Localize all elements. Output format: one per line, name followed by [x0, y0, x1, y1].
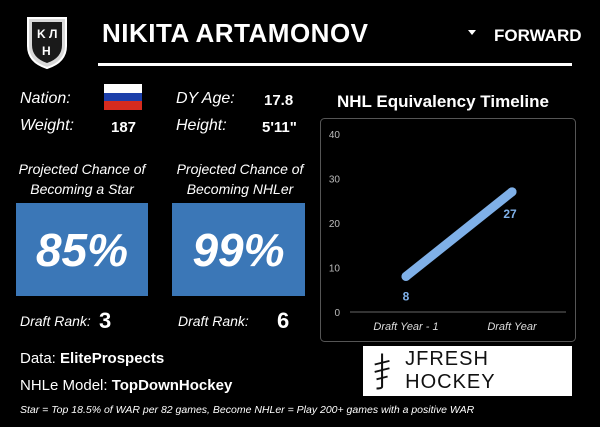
weight-value: 187: [111, 119, 137, 136]
star-rank-label: Draft Rank:: [20, 313, 91, 329]
star-card-title-line1: Projected Chance of: [18, 161, 146, 177]
svg-text:Н: Н: [42, 44, 51, 58]
chart-title: NHL Equivalency Timeline: [337, 92, 549, 111]
y-tick-label: 40: [329, 130, 341, 141]
nation-label: Nation:: [20, 90, 71, 107]
data-source-label: Data:: [20, 350, 61, 367]
flag-stripe-white: [104, 84, 142, 93]
nhle-timeline-chart: 0 10 20 30 40 Draft Year - 1 Draft Year 8 27: [320, 118, 576, 342]
flag-stripe-blue: [104, 92, 142, 102]
chart-frame: [320, 118, 576, 342]
data-label: 8: [403, 289, 410, 303]
russia-flag-icon: [104, 84, 142, 110]
y-tick-label: 0: [334, 308, 340, 319]
svg-text:Л: Л: [49, 27, 57, 41]
y-tick-label: 30: [329, 175, 341, 186]
nhler-rank-value: 6: [277, 308, 290, 333]
y-tick-label: 10: [329, 264, 341, 275]
player-name: NIKITA ARTAMONOV: [102, 18, 369, 48]
series-line: [401, 187, 517, 281]
data-point: [507, 187, 517, 197]
height-label: Height:: [176, 117, 227, 134]
nhle-model-label: NHLe Model:: [20, 377, 112, 394]
khl-logo-icon: K Л Н: [27, 17, 67, 70]
header-divider: [98, 63, 572, 66]
star-card-title: Projected Chance of Becoming a Star: [14, 159, 150, 199]
star-chance-box: 85%: [16, 203, 148, 296]
nhle-model: NHLe Model: TopDownHockey: [20, 377, 232, 394]
nhler-card-title-line2: Becoming NHLer: [186, 181, 294, 197]
flag-stripe-red: [104, 101, 142, 110]
dy-age-value: 17.8: [264, 92, 294, 109]
x-tick-label: Draft Year: [487, 321, 538, 333]
star-rank-value: 3: [99, 308, 112, 333]
jfresh-logo-icon: [374, 353, 390, 390]
svg-text:K: K: [37, 27, 46, 41]
jfresh-hockey-banner: JFRESH HOCKEY: [363, 346, 572, 396]
player-position[interactable]: FORWARD: [494, 26, 582, 45]
chevron-down-icon[interactable]: [468, 30, 476, 35]
nhler-card-title-line1: Projected Chance of: [176, 161, 304, 177]
height-value: 5'11": [262, 119, 297, 136]
y-tick-label: 20: [329, 219, 341, 230]
star-card-title-line2: Becoming a Star: [30, 181, 134, 197]
definition-note: Star = Top 18.5% of WAR per 82 games, Be…: [20, 404, 475, 416]
data-label: 27: [503, 207, 517, 221]
x-tick-label: Draft Year - 1: [373, 321, 438, 333]
data-source-value: EliteProspects: [60, 350, 165, 367]
weight-label: Weight:: [20, 117, 74, 134]
nhler-chance-box: 99%: [172, 203, 305, 296]
jfresh-brand-text: JFRESH HOCKEY: [405, 348, 496, 393]
data-source: Data: EliteProspects: [20, 350, 164, 367]
nhler-rank-label: Draft Rank:: [178, 313, 249, 329]
nhle-model-value: TopDownHockey: [111, 377, 233, 394]
data-point: [401, 271, 411, 281]
dy-age-label: DY Age:: [176, 90, 235, 107]
nhler-card-title: Projected Chance of Becoming NHLer: [172, 159, 308, 199]
